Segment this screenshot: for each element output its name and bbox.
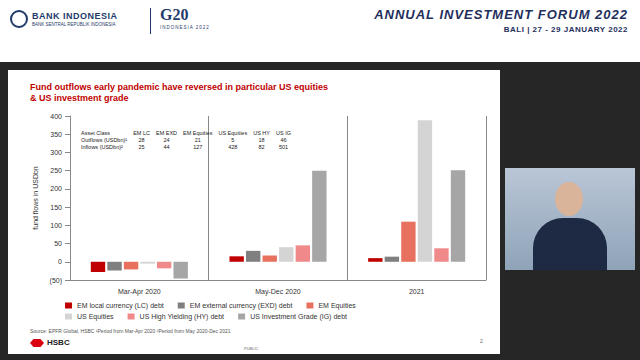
- svg-text:US High Yielding (HY) debt: US High Yielding (HY) debt: [140, 313, 224, 321]
- html-text:HSBC: HSBC: [47, 338, 70, 347]
- html-text:EM EXD: EM EXD: [156, 130, 178, 136]
- html-text:EM LC: EM LC: [133, 130, 150, 136]
- svg-text:200: 200: [50, 185, 62, 192]
- html-text:EM Equities: EM Equities: [183, 130, 213, 136]
- html-text:Inflows (USDbn)²: Inflows (USDbn)²: [81, 144, 123, 150]
- html-text:21: 21: [194, 137, 201, 143]
- html-text:INDONESIA 2022: INDONESIA 2022: [160, 25, 210, 30]
- html-text:BALI | 27 - 29 JANUARY 2022: BALI | 27 - 29 JANUARY 2022: [503, 25, 628, 34]
- svg-text:fund flows in USDbn: fund flows in USDbn: [32, 166, 39, 230]
- html-text:46: 46: [280, 137, 287, 143]
- svg-text:0: 0: [58, 258, 62, 265]
- html-text:28: 28: [138, 137, 145, 143]
- html-text:428: 428: [228, 144, 238, 150]
- html-text:2: 2: [480, 338, 483, 344]
- svg-text:400: 400: [50, 113, 62, 120]
- html-text:ANNUAL INVESTMENT FORUM 2022: ANNUAL INVESTMENT FORUM 2022: [374, 7, 628, 22]
- html-text:Fund outflows early pandemic h: Fund outflows early pandemic have revers…: [30, 82, 329, 103]
- html-text:18: 18: [258, 137, 265, 143]
- html-text:Source: EPFR Global, HSBC ¹Per: Source: EPFR Global, HSBC ¹Period from M…: [30, 328, 231, 334]
- svg-text:US Equities: US Equities: [77, 313, 114, 321]
- html-text:Asset Class: Asset Class: [81, 130, 110, 136]
- svg-text:(50): (50): [50, 277, 62, 285]
- html-text:127: 127: [193, 144, 203, 150]
- html-text:G20: G20: [160, 6, 189, 23]
- html-text:82: 82: [258, 144, 265, 150]
- svg-text:250: 250: [50, 167, 62, 174]
- svg-text:Mar-Apr 2020: Mar-Apr 2020: [118, 288, 161, 296]
- svg-text:300: 300: [50, 149, 62, 156]
- html-text:BANK INDONESIA: BANK INDONESIA: [32, 11, 118, 21]
- svg-text:150: 150: [50, 204, 62, 211]
- html-text:PUBLIC: PUBLIC: [244, 346, 259, 351]
- svg-text:US Investment Grade (IG) debt: US Investment Grade (IG) debt: [250, 313, 347, 321]
- svg-text:50: 50: [54, 240, 62, 247]
- svg-text:EM Equities: EM Equities: [318, 302, 356, 310]
- html-text:US Equities: US Equities: [218, 130, 248, 136]
- html-text:44: 44: [163, 144, 170, 150]
- svg-text:EM local currency (LC) debt: EM local currency (LC) debt: [77, 302, 164, 310]
- html-text:5: 5: [231, 137, 235, 143]
- html-text:25: 25: [138, 144, 145, 150]
- svg-text:100: 100: [50, 222, 62, 229]
- svg-text:350: 350: [50, 131, 62, 138]
- svg-text:May-Dec 2020: May-Dec 2020: [255, 288, 301, 296]
- html-text:BANK SENTRAL REPUBLIK INDONESI: BANK SENTRAL REPUBLIK INDONESIA: [32, 22, 116, 27]
- html-text:US IG: US IG: [276, 130, 291, 136]
- html-text:US HY: US HY: [253, 130, 270, 136]
- html-text:24: 24: [163, 137, 170, 143]
- html-text:501: 501: [278, 144, 289, 150]
- svg-text:EM external currency (EXD) deb: EM external currency (EXD) debt: [190, 302, 293, 310]
- html-text:Outflows (USDbn)¹: Outflows (USDbn)¹: [81, 137, 128, 143]
- svg-text:2021: 2021: [409, 288, 425, 295]
